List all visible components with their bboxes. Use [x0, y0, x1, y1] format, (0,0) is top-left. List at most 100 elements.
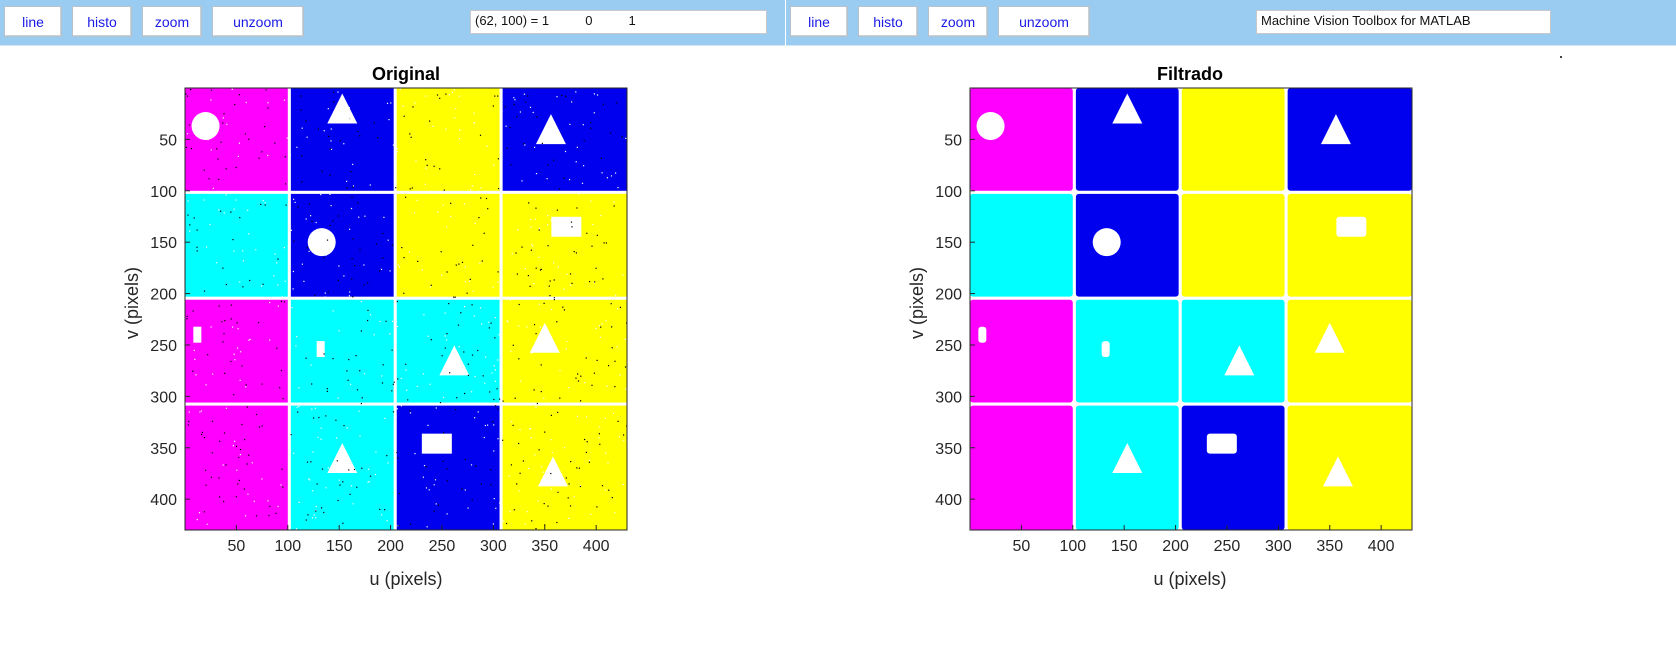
- y-tick-label: 250: [150, 338, 177, 355]
- y-tick-label: 200: [935, 287, 962, 304]
- square-cyan: [1181, 299, 1285, 403]
- circle-shape: [1092, 228, 1121, 257]
- square-yellow: [502, 405, 627, 530]
- histo-button[interactable]: histo: [858, 6, 918, 37]
- panel-filtrado: Filtrado 50 100 150 200 250 300 350 400 50 100 150…: [786, 46, 1572, 646]
- image-axes[interactable]: 50 100 150 200 250 300 350 400 50 100 150 200 250 300…: [150, 87, 628, 555]
- axes-box: [184, 87, 628, 531]
- y-tick-label: 50: [159, 132, 177, 149]
- y-tick-label: 300: [150, 389, 177, 406]
- square-yellow: [396, 88, 500, 191]
- y-tick-label: 350: [935, 441, 962, 458]
- y-tick-label: 50: [944, 132, 962, 149]
- square-cyan: [1075, 299, 1179, 403]
- triangle-shape: [327, 443, 358, 474]
- x-tick-label: 300: [1265, 538, 1292, 555]
- histo-button[interactable]: histo: [72, 6, 132, 37]
- axes-title: Filtrado: [1157, 64, 1223, 84]
- square-blue: [290, 193, 394, 297]
- triangle-shape: [1322, 456, 1353, 487]
- triangle-shape: [439, 345, 470, 376]
- line-button[interactable]: line: [4, 6, 62, 37]
- figure-original: Original 50 100 150 200 250 300 350 400 50 100 150…: [122, 64, 628, 589]
- x-tick-label: 50: [227, 538, 245, 555]
- zoom-button[interactable]: zoom: [142, 6, 202, 37]
- triangle-shape: [537, 456, 568, 487]
- y-tick-label: 250: [935, 338, 962, 355]
- y-axis-label: v (pixels): [122, 267, 142, 339]
- toolbox-label: Machine Vision Toolbox for MATLAB: [1256, 10, 1551, 34]
- square-yellow: [1181, 88, 1285, 191]
- square-blue: [396, 405, 500, 530]
- square-magenta: [970, 299, 1073, 403]
- y-tick-label: 150: [150, 235, 177, 252]
- rectangle-shape: [551, 216, 582, 237]
- x-axis-label: u (pixels): [369, 569, 442, 589]
- y-tick-label: 150: [935, 235, 962, 252]
- x-tick-label: 200: [377, 538, 404, 555]
- square-magenta: [185, 88, 288, 191]
- x-tick-label: 100: [274, 538, 301, 555]
- rectangle-shape: [316, 341, 325, 358]
- y-tick-label: 400: [935, 492, 962, 509]
- rectangle-shape: [978, 326, 987, 343]
- square-yellow: [1287, 405, 1412, 530]
- x-tick-label: 150: [326, 538, 353, 555]
- y-tick-label: 100: [935, 184, 962, 201]
- x-tick-label: 400: [1368, 538, 1395, 555]
- y-tick-label: 400: [150, 492, 177, 509]
- rectangle-shape: [421, 433, 452, 454]
- zoom-button[interactable]: zoom: [928, 6, 988, 37]
- triangle-shape: [327, 93, 358, 124]
- y-axis-label: v (pixels): [907, 267, 927, 339]
- square-yellow: [1181, 193, 1285, 297]
- toolbar-left: line histo zoom unzoom (62, 100) = 1 0 1: [0, 0, 785, 46]
- figure-filtrado: Filtrado 50 100 150 200 250 300 350 400 50 100 150…: [907, 64, 1413, 589]
- rectangle-shape: [1206, 433, 1237, 454]
- toolbar-right: line histo zoom unzoom Machine Vision To…: [786, 0, 1676, 46]
- square-cyan: [185, 193, 288, 297]
- triangle-shape: [1112, 443, 1143, 474]
- panel-original: Original 50 100 150 200 250 300 350 400 50 100 150…: [0, 46, 786, 646]
- square-magenta: [970, 405, 1073, 530]
- unzoom-button[interactable]: unzoom: [212, 6, 304, 37]
- x-tick-label: 50: [1012, 538, 1030, 555]
- triangle-shape: [529, 322, 560, 353]
- rectangle-shape: [193, 326, 202, 343]
- circle-shape: [976, 112, 1005, 141]
- axes-box: [969, 87, 1413, 531]
- triangle-shape: [1320, 114, 1351, 145]
- x-tick-label: 300: [480, 538, 507, 555]
- x-axis-label: u (pixels): [1153, 569, 1226, 589]
- square-yellow: [1287, 299, 1412, 403]
- circle-shape: [191, 112, 220, 141]
- x-tick-label: 100: [1059, 538, 1086, 555]
- pixel-readout: (62, 100) = 1 0 1: [470, 10, 767, 34]
- image-axes[interactable]: 50 100 150 200 250 300 350 400 50 100 150 200 250 300…: [935, 87, 1413, 555]
- x-tick-label: 350: [1316, 538, 1343, 555]
- square-blue: [1075, 193, 1179, 297]
- line-button[interactable]: line: [790, 6, 848, 37]
- unzoom-button[interactable]: unzoom: [998, 6, 1090, 37]
- square-yellow: [396, 193, 500, 297]
- square-blue: [502, 88, 627, 191]
- square-magenta: [185, 299, 288, 403]
- y-tick-label: 100: [150, 184, 177, 201]
- y-tick-label: 350: [150, 441, 177, 458]
- square-yellow: [502, 193, 627, 297]
- x-tick-label: 350: [531, 538, 558, 555]
- triangle-shape: [1224, 345, 1255, 376]
- x-tick-label: 150: [1111, 538, 1138, 555]
- square-cyan: [290, 299, 394, 403]
- stray-pixel: [1560, 56, 1562, 58]
- triangle-shape: [1112, 93, 1143, 124]
- square-cyan: [396, 299, 500, 403]
- rectangle-shape: [1101, 341, 1110, 358]
- circle-shape: [307, 228, 336, 257]
- square-yellow: [1287, 193, 1412, 297]
- x-tick-label: 400: [583, 538, 610, 555]
- square-magenta: [185, 405, 288, 530]
- triangle-shape: [535, 114, 566, 145]
- axes-title: Original: [372, 64, 440, 84]
- square-blue: [1287, 88, 1412, 191]
